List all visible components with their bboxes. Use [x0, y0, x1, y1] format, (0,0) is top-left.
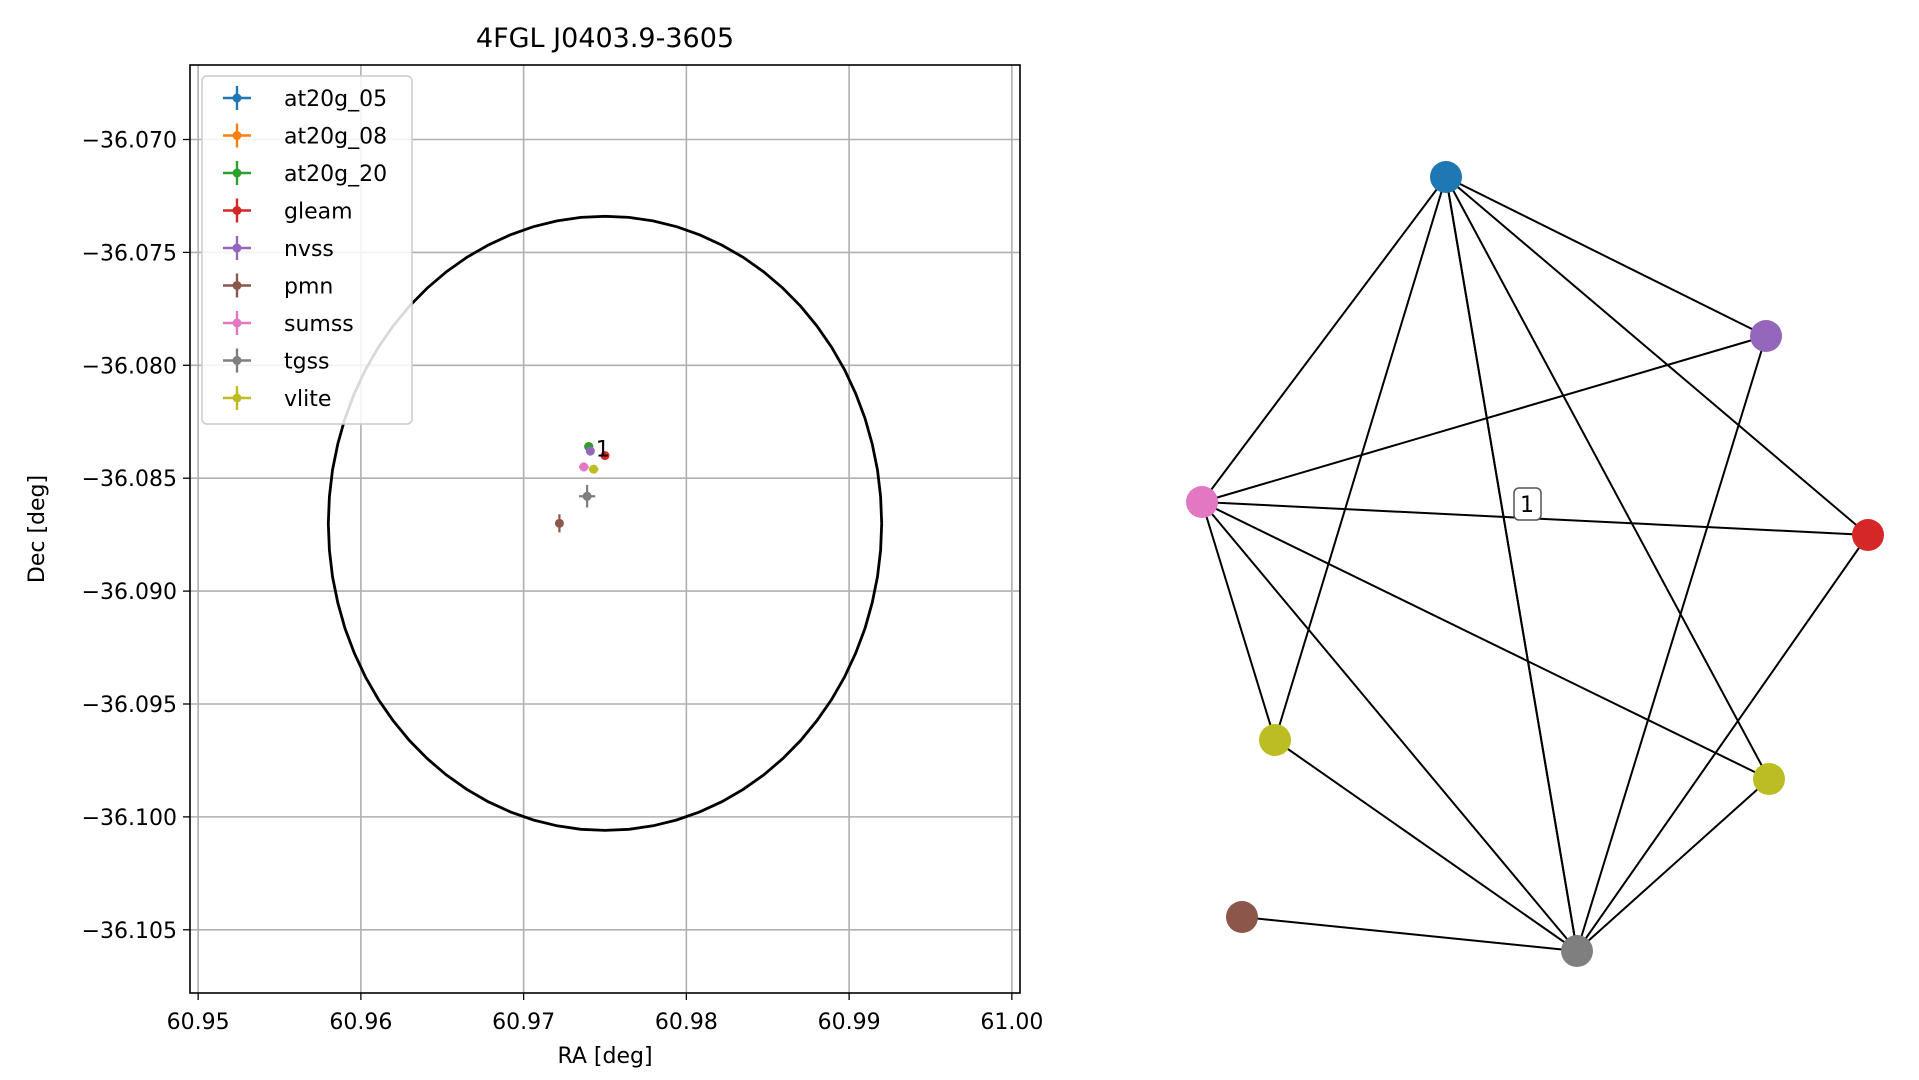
data-point-vlite [588, 464, 599, 474]
edge-at20g-tgss [1445, 176, 1578, 952]
legend-label: sumss [284, 312, 354, 337]
marker [579, 462, 589, 472]
node-pmn [1226, 901, 1258, 933]
legend-label: at20g_20 [284, 162, 387, 187]
legend-entry-pmn: pmn [223, 273, 333, 300]
legend-marker-dot [232, 243, 242, 253]
y-tick-label: −36.100 [82, 806, 177, 831]
legend-entry-at20g_05: at20g_05 [223, 86, 387, 112]
edge-at20g-vlite_b [1445, 176, 1770, 780]
legend-marker-dot [232, 356, 242, 365]
x-tick-label: 60.99 [818, 1010, 881, 1035]
legend-marker-dot [232, 131, 242, 140]
y-tick-label: −36.095 [82, 693, 177, 718]
graph-edges [1201, 176, 1869, 952]
legend-entry-gleam: gleam [223, 198, 353, 225]
node-at20g [1430, 161, 1462, 193]
edge-at20g-nvss [1445, 176, 1767, 337]
edge-label-text: 1 [1520, 493, 1534, 518]
edge-nvss-tgss [1576, 335, 1767, 952]
x-tick-label: 60.98 [655, 1010, 718, 1035]
data-point-nvss [585, 446, 595, 456]
legend-label: vlite [284, 387, 331, 412]
legend-label: at20g_08 [284, 125, 387, 150]
node-nvss [1750, 320, 1782, 352]
edge-at20g-sumss [1201, 176, 1447, 503]
node-vlite_b [1753, 763, 1785, 795]
edge-label-frame [1513, 487, 1542, 521]
legend-entry-tgss: tgss [223, 348, 330, 375]
legend-label: gleam [284, 200, 353, 225]
legend-label: pmn [284, 275, 333, 300]
x-tick-label: 60.96 [329, 1010, 392, 1035]
legend-entry-vlite: vlite [223, 386, 331, 412]
edge-pmn-tgss [1241, 916, 1578, 952]
data-point-sumss [578, 462, 589, 472]
x-tick-label: 61.00 [980, 1010, 1043, 1035]
data-point-tgss [578, 484, 596, 508]
x-axis-label: RA [deg] [557, 1044, 652, 1069]
edge-at20g-vlite_a [1274, 176, 1447, 741]
legend-marker-dot [232, 281, 242, 290]
legend-entry-sumss: sumss [223, 311, 354, 337]
legend-marker-dot [232, 93, 242, 103]
marker [585, 446, 595, 456]
legend-entry-at20g_08: at20g_08 [223, 123, 387, 150]
node-gleam [1852, 519, 1884, 551]
network-graph-panel: 1 [1186, 161, 1884, 967]
marker [589, 464, 599, 474]
y-tick-label: −36.085 [82, 467, 177, 492]
edge-label-box: 1 [1513, 487, 1542, 521]
marker [554, 518, 564, 528]
scatter-plot-panel: 4FGL J0403.9-3605 1 60.95 60.96 60.97 60.98… [25, 23, 1043, 1069]
legend-label: tgss [284, 350, 330, 375]
y-tick-label: −36.105 [82, 919, 177, 944]
edge-gleam-tgss [1576, 534, 1869, 952]
x-tick-label: 60.97 [492, 1010, 555, 1035]
y-axis-label: Dec [deg] [25, 475, 50, 583]
marker [600, 451, 610, 461]
legend-marker-dot [232, 206, 242, 215]
legend-label: at20g_05 [284, 87, 387, 112]
data-point-pmn [554, 514, 564, 533]
node-vlite_a [1259, 724, 1291, 756]
edge-nvss-sumss [1201, 335, 1767, 503]
plot-frame [189, 64, 1021, 994]
point-annotation: 1 [596, 438, 610, 463]
y-tick-label: −36.075 [82, 241, 177, 266]
node-sumss [1186, 486, 1218, 518]
legend-entry-nvss: nvss [223, 236, 334, 262]
error-ellipse [326, 214, 884, 832]
graph-nodes [1186, 161, 1884, 967]
edge-sumss-tgss [1201, 501, 1578, 952]
edge-sumss-vlite_a [1201, 501, 1276, 741]
edge-sumss-vlite_b [1201, 501, 1770, 780]
data-point-gleam [600, 451, 610, 461]
localization-ellipse [326, 214, 884, 832]
edge-vlite_b-tgss [1576, 778, 1770, 952]
edge-at20g-gleam [1445, 176, 1869, 536]
y-tick-label: −36.070 [82, 129, 177, 154]
legend-entry-at20g_20: at20g_20 [223, 161, 387, 187]
y-axis-ticks: −36.070 −36.075 −36.080 −36.085 −36.090 −36.0… [82, 129, 190, 944]
data-points: 1 [554, 438, 610, 533]
marker [582, 491, 592, 501]
legend-label: nvss [284, 237, 334, 262]
grid-lines [190, 65, 1020, 993]
legend-frame [201, 75, 413, 425]
x-tick-label: 60.95 [167, 1010, 230, 1035]
legend-marker-dot [232, 168, 242, 178]
x-axis-ticks: 60.95 60.96 60.97 60.98 60.99 61.00 [167, 993, 1043, 1035]
node-tgss [1561, 935, 1593, 967]
chart-title: 4FGL J0403.9-3605 [476, 23, 734, 54]
y-tick-label: −36.080 [82, 354, 177, 379]
y-tick-label: −36.090 [82, 580, 177, 605]
edge-vlite_a-tgss [1274, 739, 1578, 952]
legend-marker-dot [232, 393, 242, 403]
legend-marker-dot [232, 318, 242, 328]
